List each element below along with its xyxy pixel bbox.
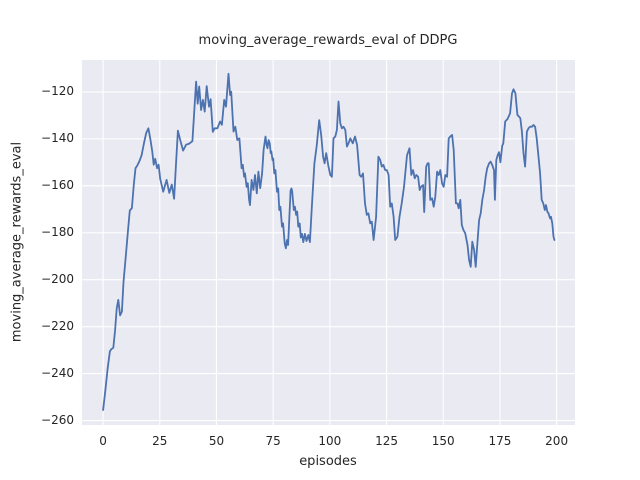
x-tick-label: 25 <box>152 434 168 448</box>
x-tick-label: 125 <box>375 434 398 448</box>
x-tick-label: 75 <box>265 434 281 448</box>
y-tick-label: −260 <box>41 412 74 427</box>
x-tick-label: 100 <box>318 434 342 448</box>
data-line <box>102 72 556 411</box>
axes-background <box>82 60 575 425</box>
y-axis-label: moving_average_rewards_eval <box>9 141 25 343</box>
x-axis-label: episodes <box>299 454 357 469</box>
y-tick-label: −200 <box>41 271 74 286</box>
x-tick-label: 150 <box>431 434 455 448</box>
x-tick-label: 0 <box>99 434 107 448</box>
x-tick-label: 200 <box>545 434 569 448</box>
y-tick-label: −140 <box>41 130 74 145</box>
y-tick-label: −120 <box>41 83 74 98</box>
x-tick-label: 50 <box>208 434 225 448</box>
y-tick-label: −220 <box>41 318 74 333</box>
chart-title: moving_average_rewards_eval of DDPG <box>198 33 458 48</box>
x-tick-label: 175 <box>488 434 512 448</box>
y-tick-label: −160 <box>41 177 74 192</box>
y-tick-label: −240 <box>41 365 74 380</box>
y-tick-label: −180 <box>41 224 74 239</box>
